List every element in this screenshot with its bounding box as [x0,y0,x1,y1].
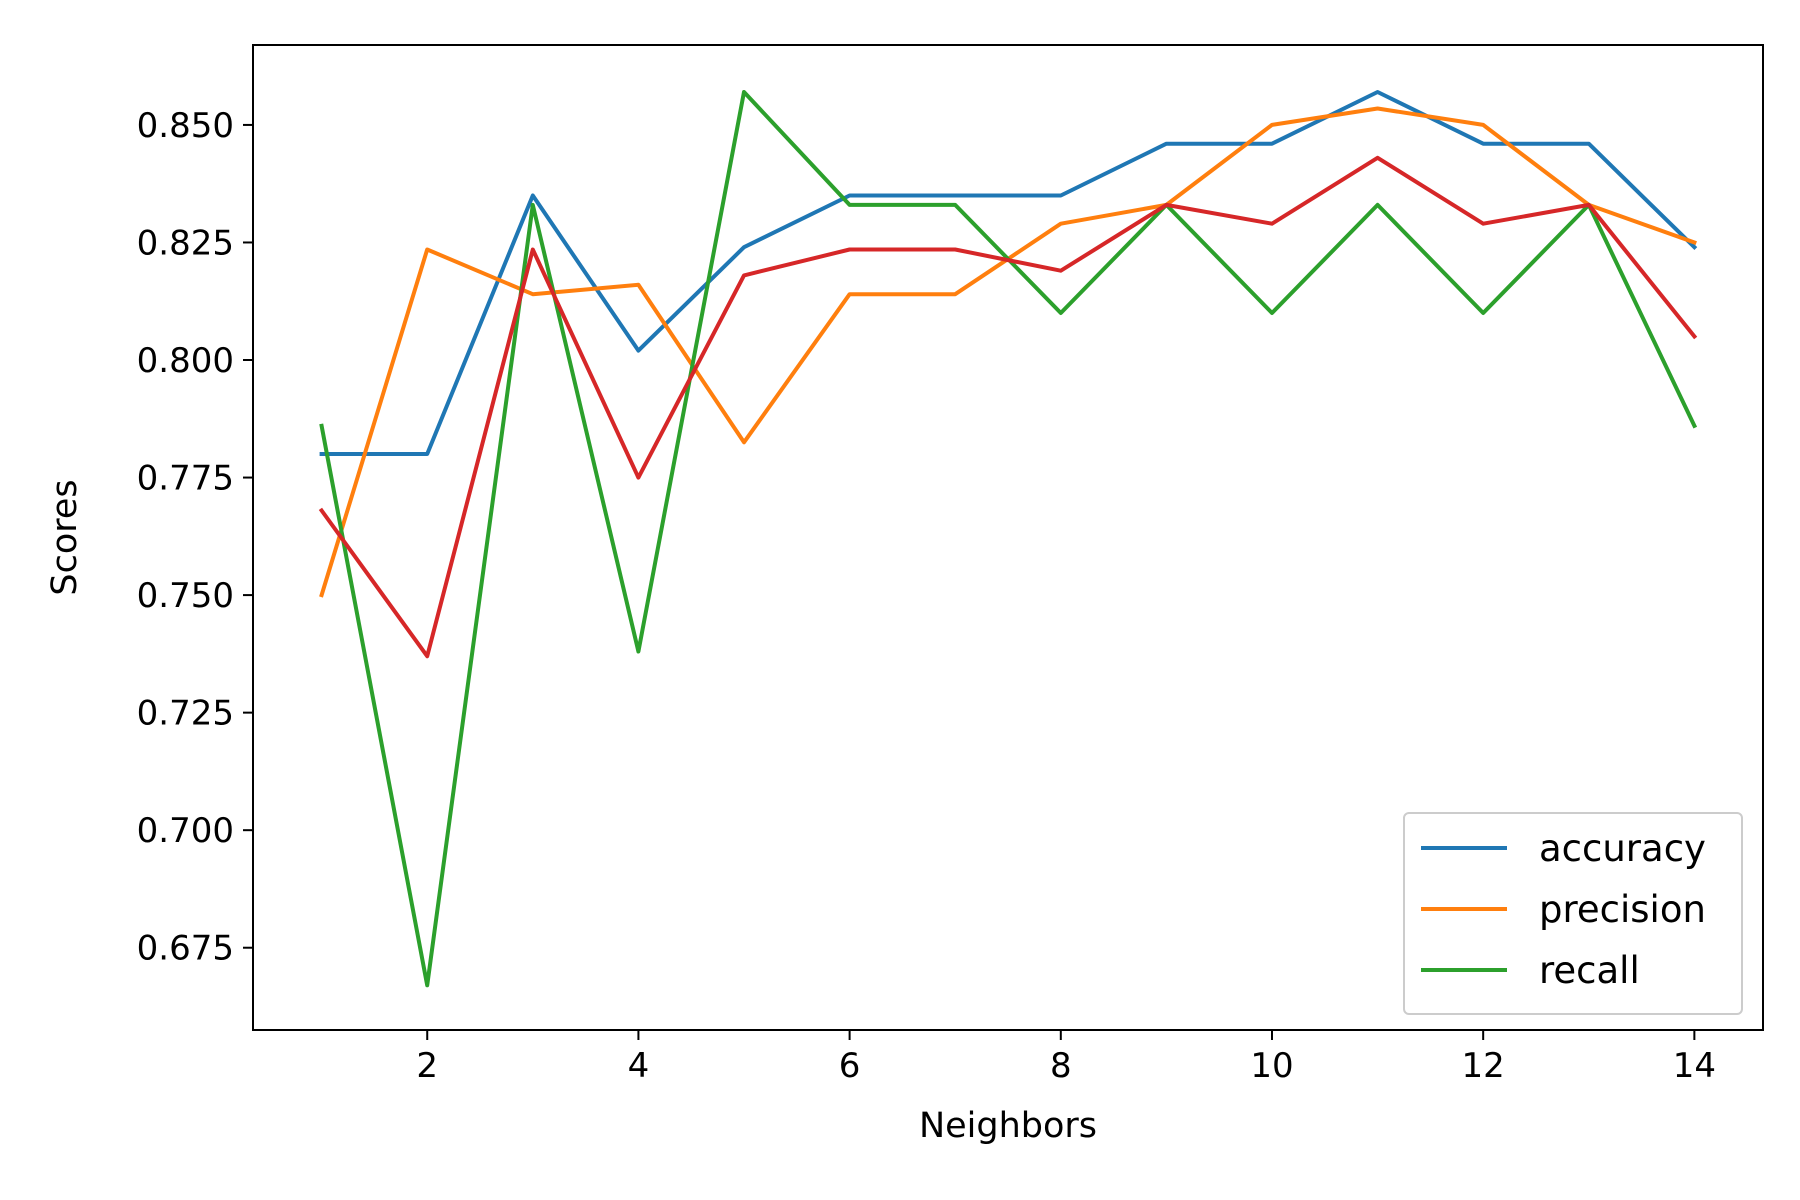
plot-frame [252,44,1764,1031]
legend-box [1403,812,1743,1015]
series-line-precision [319,106,1697,598]
y-tick-label: 0.850 [137,106,234,146]
series-lines [318,90,1698,988]
series-line-accuracy [319,90,1698,456]
legend-label-recall: recall [1539,949,1640,992]
y-tick-label: 0.825 [137,223,234,263]
legend-label-precision: precision [1539,888,1706,931]
x-tick-label: 4 [628,1046,650,1086]
y-tick-label: 0.750 [137,576,234,616]
x-tick-label: 10 [1250,1046,1293,1086]
y-tick-label: 0.775 [137,459,234,499]
legend: accuracy precision recall [1403,812,1743,1015]
y-axis-ticks: 0.675 0.700 0.725 0.750 0.775 0.800 0.825 0.850 [137,106,253,969]
x-tick-label: 6 [839,1046,861,1086]
x-tick-label: 12 [1462,1046,1505,1086]
legend-items: accuracy precision recall [1421,827,1706,992]
y-tick-label: 0.675 [137,929,234,969]
y-tick-label: 0.725 [137,694,234,734]
legend-label-accuracy: accuracy [1539,827,1706,870]
x-axis-label: Neighbors [919,1106,1097,1146]
series-line-series-4 [318,155,1698,659]
x-tick-label: 2 [416,1046,438,1086]
x-axis-ticks: 2 4 6 8 10 12 14 [416,1030,1716,1086]
y-tick-label: 0.700 [137,811,234,851]
y-tick-label: 0.800 [137,341,234,381]
x-tick-label: 8 [1050,1046,1072,1086]
x-tick-label: 14 [1673,1046,1716,1086]
y-axis-label: Scores [45,479,85,595]
